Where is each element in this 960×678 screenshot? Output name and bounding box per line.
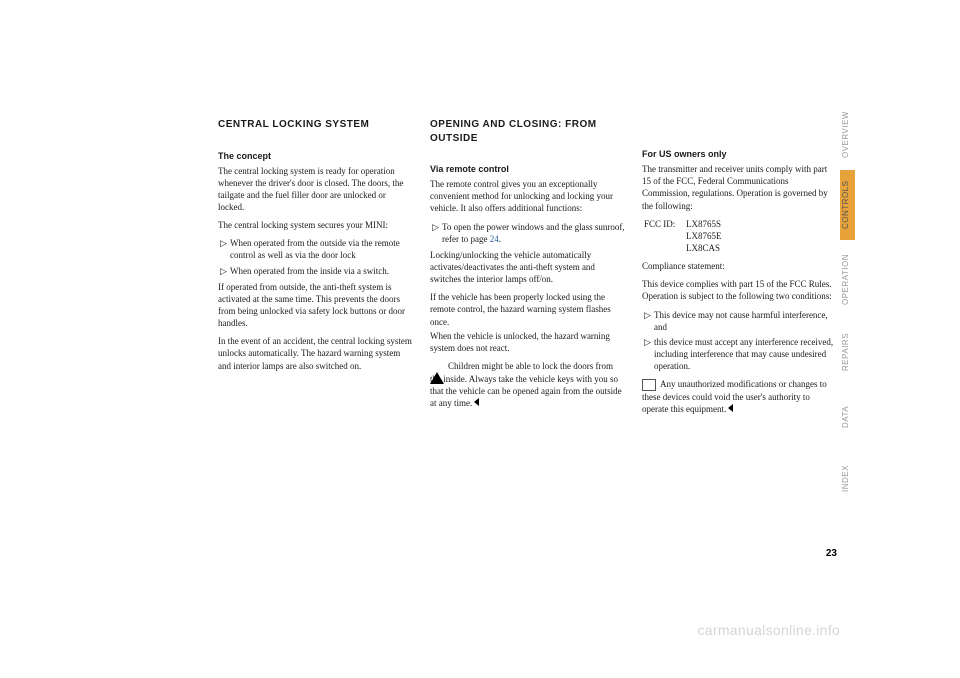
warning-text: Children might be able to lock the doors…	[430, 360, 626, 409]
body-text: When the vehicle is unlocked, the hazard…	[430, 330, 626, 354]
list-text: When operated from the inside via a swit…	[230, 265, 414, 277]
page-number: 23	[826, 548, 837, 559]
fcc-row: LX8765E	[644, 230, 838, 242]
column-1: CENTRAL LOCKING SYSTEM The concept The c…	[218, 118, 414, 422]
fcc-label: FCC ID:	[644, 218, 686, 230]
fcc-label-empty	[644, 242, 686, 254]
tab-overview[interactable]: OVERVIEW	[840, 100, 855, 170]
end-mark-icon	[728, 404, 733, 412]
body-text: Compliance statement:	[642, 260, 838, 272]
spacer	[642, 118, 838, 146]
content-columns: CENTRAL LOCKING SYSTEM The concept The c…	[218, 118, 838, 422]
list-text: This device may not cause harmful interf…	[654, 309, 838, 333]
watermark-text: carmanualsonline.info	[698, 622, 841, 638]
list-item: ▷ This device may not cause harmful inte…	[642, 309, 838, 333]
warning-icon	[430, 361, 444, 373]
section-title-central-locking: CENTRAL LOCKING SYSTEM	[218, 118, 414, 132]
body-text: This device complies with part 15 of the…	[642, 278, 838, 302]
list-item: ▷ When operated from the outside via the…	[218, 237, 414, 261]
tab-controls[interactable]: CONTROLS	[840, 170, 855, 240]
list-text-part: .	[499, 234, 501, 244]
body-text: In the event of an accident, the central…	[218, 335, 414, 371]
info-icon	[642, 379, 656, 391]
list-item: ▷ this device must accept any interferen…	[642, 336, 838, 372]
body-text: Locking/unlocking the vehicle automatica…	[430, 249, 626, 285]
tab-operation[interactable]: OPERATION	[840, 240, 855, 318]
body-text: The central locking system secures your …	[218, 219, 414, 231]
column-3: For US owners only The transmitter and r…	[642, 118, 838, 422]
list-text: To open the power windows and the glass …	[442, 221, 626, 245]
body-text-line: If the vehicle has been properly locked …	[430, 292, 611, 326]
body-text: The remote control gives you an exceptio…	[430, 178, 626, 214]
info-body: Any unauthorized modifications or change…	[642, 379, 827, 414]
fcc-id-block: FCC ID: LX8765S LX8765E LX8CAS	[644, 218, 838, 254]
manual-page: CENTRAL LOCKING SYSTEM The concept The c…	[0, 0, 960, 678]
fcc-label-empty	[644, 230, 686, 242]
list-text: this device must accept any interference…	[654, 336, 838, 372]
bullet-marker: ▷	[220, 237, 230, 261]
bullet-marker: ▷	[644, 309, 654, 333]
list-item: ▷ When operated from the inside via a sw…	[218, 265, 414, 277]
body-text: The central locking system is ready for …	[218, 165, 414, 214]
bullet-marker: ▷	[432, 221, 442, 245]
warning-body: Children might be able to lock the doors…	[430, 361, 622, 408]
subhead-concept: The concept	[218, 150, 414, 162]
body-text: The transmitter and receiver units compl…	[642, 163, 838, 212]
bullet-marker: ▷	[220, 265, 230, 277]
body-text: If operated from outside, the anti-theft…	[218, 281, 414, 330]
bullet-marker: ▷	[644, 336, 654, 372]
subhead-remote: Via remote control	[430, 163, 626, 175]
section-title-opening-closing: OPENING AND CLOSING: FROM OUTSIDE	[430, 118, 626, 145]
tab-repairs[interactable]: REPAIRS	[840, 318, 855, 386]
warning-block: Children might be able to lock the doors…	[430, 360, 626, 409]
info-text: Any unauthorized modifications or change…	[642, 378, 838, 415]
body-text: If the vehicle has been properly locked …	[430, 291, 626, 327]
list-text: When operated from the outside via the r…	[230, 237, 414, 261]
page-link[interactable]: 24	[490, 234, 499, 244]
fcc-value: LX8765E	[686, 230, 722, 242]
fcc-row: FCC ID: LX8765S	[644, 218, 838, 230]
list-item: ▷ To open the power windows and the glas…	[430, 221, 626, 245]
tab-data[interactable]: DATA	[840, 386, 855, 448]
column-2: OPENING AND CLOSING: FROM OUTSIDE Via re…	[430, 118, 626, 422]
info-block: Any unauthorized modifications or change…	[642, 378, 838, 415]
fcc-value: LX8765S	[686, 218, 721, 230]
fcc-value: LX8CAS	[686, 242, 720, 254]
tab-index[interactable]: INDEX	[840, 448, 855, 510]
fcc-row: LX8CAS	[644, 242, 838, 254]
subhead-us-owners: For US owners only	[642, 148, 838, 160]
side-tab-strip: OVERVIEW CONTROLS OPERATION REPAIRS DATA…	[840, 100, 855, 510]
list-text-part: To open the power windows and the glass …	[442, 222, 625, 244]
end-mark-icon	[474, 398, 479, 406]
